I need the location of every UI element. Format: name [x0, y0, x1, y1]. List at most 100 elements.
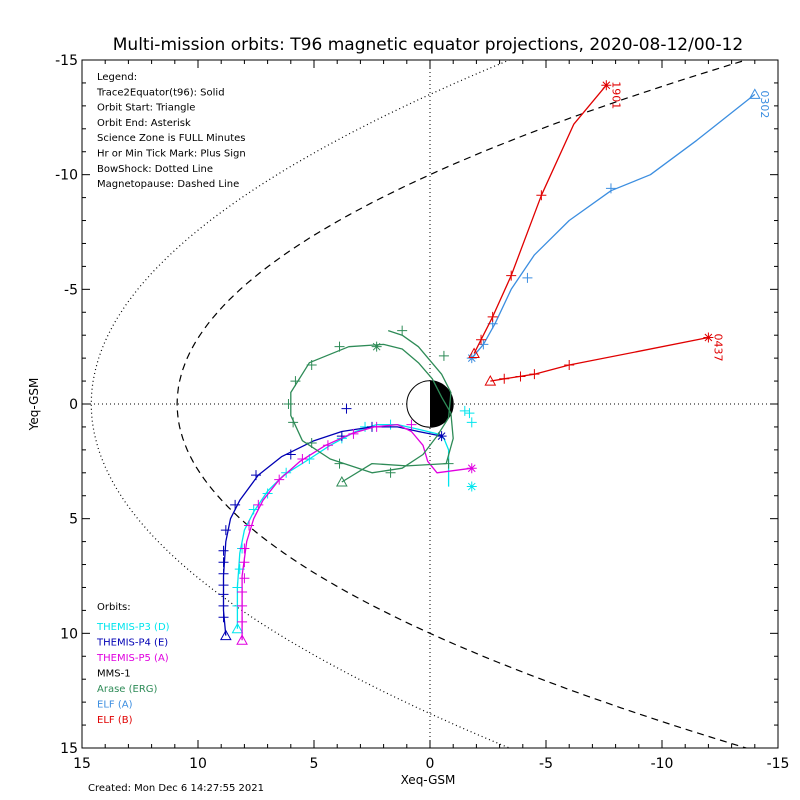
- x-tick-label: 15: [73, 756, 91, 772]
- tick-mark-themis-p4-e: [220, 525, 231, 536]
- orbit-key-elf-a: ELF (A): [97, 700, 133, 711]
- y-tick-label: -10: [55, 168, 78, 184]
- legend-line: Magnetopause: Dashed Line: [97, 179, 239, 190]
- end-marker-themis-p4-e: [436, 431, 447, 442]
- series-line-elf-a: [471, 93, 756, 359]
- orbit-key-elf-b: ELF (B): [97, 715, 133, 726]
- bow-shock-line: [90, 60, 512, 748]
- annotation-elf-a: 0302: [758, 90, 771, 118]
- start-marker-elf-b: [484, 375, 497, 386]
- y-tick-label: 10: [60, 626, 78, 642]
- tick-mark-themis-p4-e: [230, 499, 241, 510]
- x-axis-label: Xeq-GSM: [401, 773, 456, 787]
- legend-line: BowShock: Dotted Line: [97, 164, 213, 175]
- x-tick-label: -10: [651, 756, 674, 772]
- legend-line: Orbit Start: Triangle: [97, 103, 195, 114]
- tick-mark-themis-p4-e: [218, 612, 229, 623]
- plot-area: 15 10 5 0 -5 -10 -15 -15 -10 -5 0 5 10 15 1901 0437 0302…: [55, 53, 790, 772]
- legend-line: Trace2Equator(t96): Solid: [96, 87, 225, 98]
- tick-mark-arase-erg: [283, 399, 294, 409]
- tick-mark-themis-p5-a: [253, 499, 264, 510]
- tick-mark-themis-p4-e: [218, 600, 229, 611]
- end-marker-elf-b: [703, 332, 714, 343]
- tick-mark-themis-p3-d: [459, 405, 470, 416]
- tick-mark-themis-p5-a: [322, 440, 333, 451]
- end-marker-themis-p5-a: [466, 463, 477, 474]
- y-axis-label: Yeq-GSM: [27, 378, 41, 432]
- tick-mark-themis-p5-a: [348, 428, 359, 439]
- end-marker-arase-erg: [371, 341, 382, 352]
- tick-mark-themis-p4-e: [218, 589, 229, 600]
- orbit-key-themis-p5-a: THEMIS-P5 (A): [96, 653, 169, 664]
- tick-mark-elf-a: [478, 339, 489, 350]
- x-tick-label: 5: [310, 756, 319, 772]
- tick-mark-arase-erg: [290, 376, 301, 387]
- tick-mark-arase-erg: [306, 360, 317, 371]
- x-tick-label: -15: [767, 756, 790, 772]
- tick-mark-themis-p4-e: [218, 580, 229, 591]
- chart-title: Multi-mission orbits: T96 magnetic equat…: [113, 35, 744, 55]
- tick-mark-themis-p5-a: [239, 543, 250, 554]
- x-tick-label: 0: [426, 756, 435, 772]
- tick-mark-arase-erg: [334, 458, 345, 469]
- tick-mark-themis-p5-a: [239, 557, 250, 568]
- tick-mark-arase-erg: [306, 437, 317, 448]
- start-marker-themis-p4-e: [219, 629, 232, 641]
- tick-mark-elf-b: [476, 334, 487, 345]
- orbit-key-themis-p4-e: THEMIS-P4 (E): [96, 638, 168, 649]
- x-tick-label: -5: [539, 756, 553, 772]
- y-tick-label: 5: [69, 512, 78, 528]
- tick-mark-themis-p5-a: [239, 573, 250, 584]
- earth-nightside: [430, 380, 454, 428]
- tick-mark-elf-b: [564, 360, 575, 371]
- tick-mark-elf-b: [499, 373, 510, 384]
- orbits-header: Orbits:: [97, 602, 131, 613]
- tick-mark-themis-p4-e: [285, 449, 296, 460]
- annotation-elf-b: 1901: [609, 81, 622, 109]
- tick-mark-themis-p3-d: [232, 582, 243, 593]
- tick-mark-elf-b: [515, 371, 526, 382]
- tick-mark-arase-erg: [385, 467, 396, 478]
- tick-mark-themis-p5-a: [406, 419, 417, 430]
- start-marker-themis-p3-d: [231, 622, 244, 634]
- tick-mark-themis-p5-a: [274, 474, 285, 485]
- tick-mark-arase-erg: [288, 417, 299, 428]
- tick-mark-themis-p4-e: [341, 403, 352, 414]
- start-marker-elf-a: [748, 88, 761, 99]
- tick-mark-themis-p4-e: [218, 568, 229, 579]
- legend-line: Orbit End: Asterisk: [97, 118, 191, 129]
- end-marker-elf-a: [466, 353, 477, 364]
- tick-mark-themis-p4-e: [218, 557, 229, 568]
- tick-mark-themis-p5-a: [244, 520, 255, 531]
- tick-mark-arase-erg: [443, 458, 454, 469]
- orbit-key-arase-erg: Arase (ERG): [97, 684, 158, 695]
- x-tick-label: 10: [189, 756, 207, 772]
- annotation-elf-b: 0437: [711, 333, 724, 361]
- end-marker-elf-b: [601, 80, 612, 91]
- y-tick-label: -5: [64, 282, 78, 298]
- tick-mark-themis-p3-d: [464, 408, 475, 419]
- magnetopause-line: [176, 60, 749, 748]
- tick-mark-themis-p4-e: [218, 545, 229, 556]
- tick-mark-elf-b: [487, 311, 498, 322]
- tick-mark-elf-b: [506, 270, 517, 281]
- series-line-arase-erg: [290, 329, 454, 483]
- tick-mark-arase-erg: [438, 350, 449, 361]
- tick-mark-themis-p3-d: [248, 504, 259, 515]
- legend-line: Hr or Min Tick Mark: Plus Sign: [97, 149, 246, 160]
- tick-mark-themis-p5-a: [237, 600, 248, 611]
- end-marker-themis-p3-d: [466, 481, 477, 492]
- tick-mark-themis-p5-a: [237, 587, 248, 598]
- start-marker-themis-p5-a: [236, 634, 248, 645]
- tick-mark-themis-p5-a: [371, 421, 382, 432]
- tick-mark-elf-a: [522, 272, 533, 283]
- tick-mark-themis-p4-e: [251, 470, 261, 481]
- start-marker-arase-erg: [335, 475, 348, 487]
- orbit-key-themis-p3-d: THEMIS-P3 (D): [96, 622, 170, 633]
- tick-mark-arase-erg: [334, 341, 345, 352]
- tick-mark-elf-a: [605, 183, 616, 194]
- tick-mark-themis-p3-d: [466, 417, 477, 428]
- tick-mark-elf-b: [536, 190, 547, 201]
